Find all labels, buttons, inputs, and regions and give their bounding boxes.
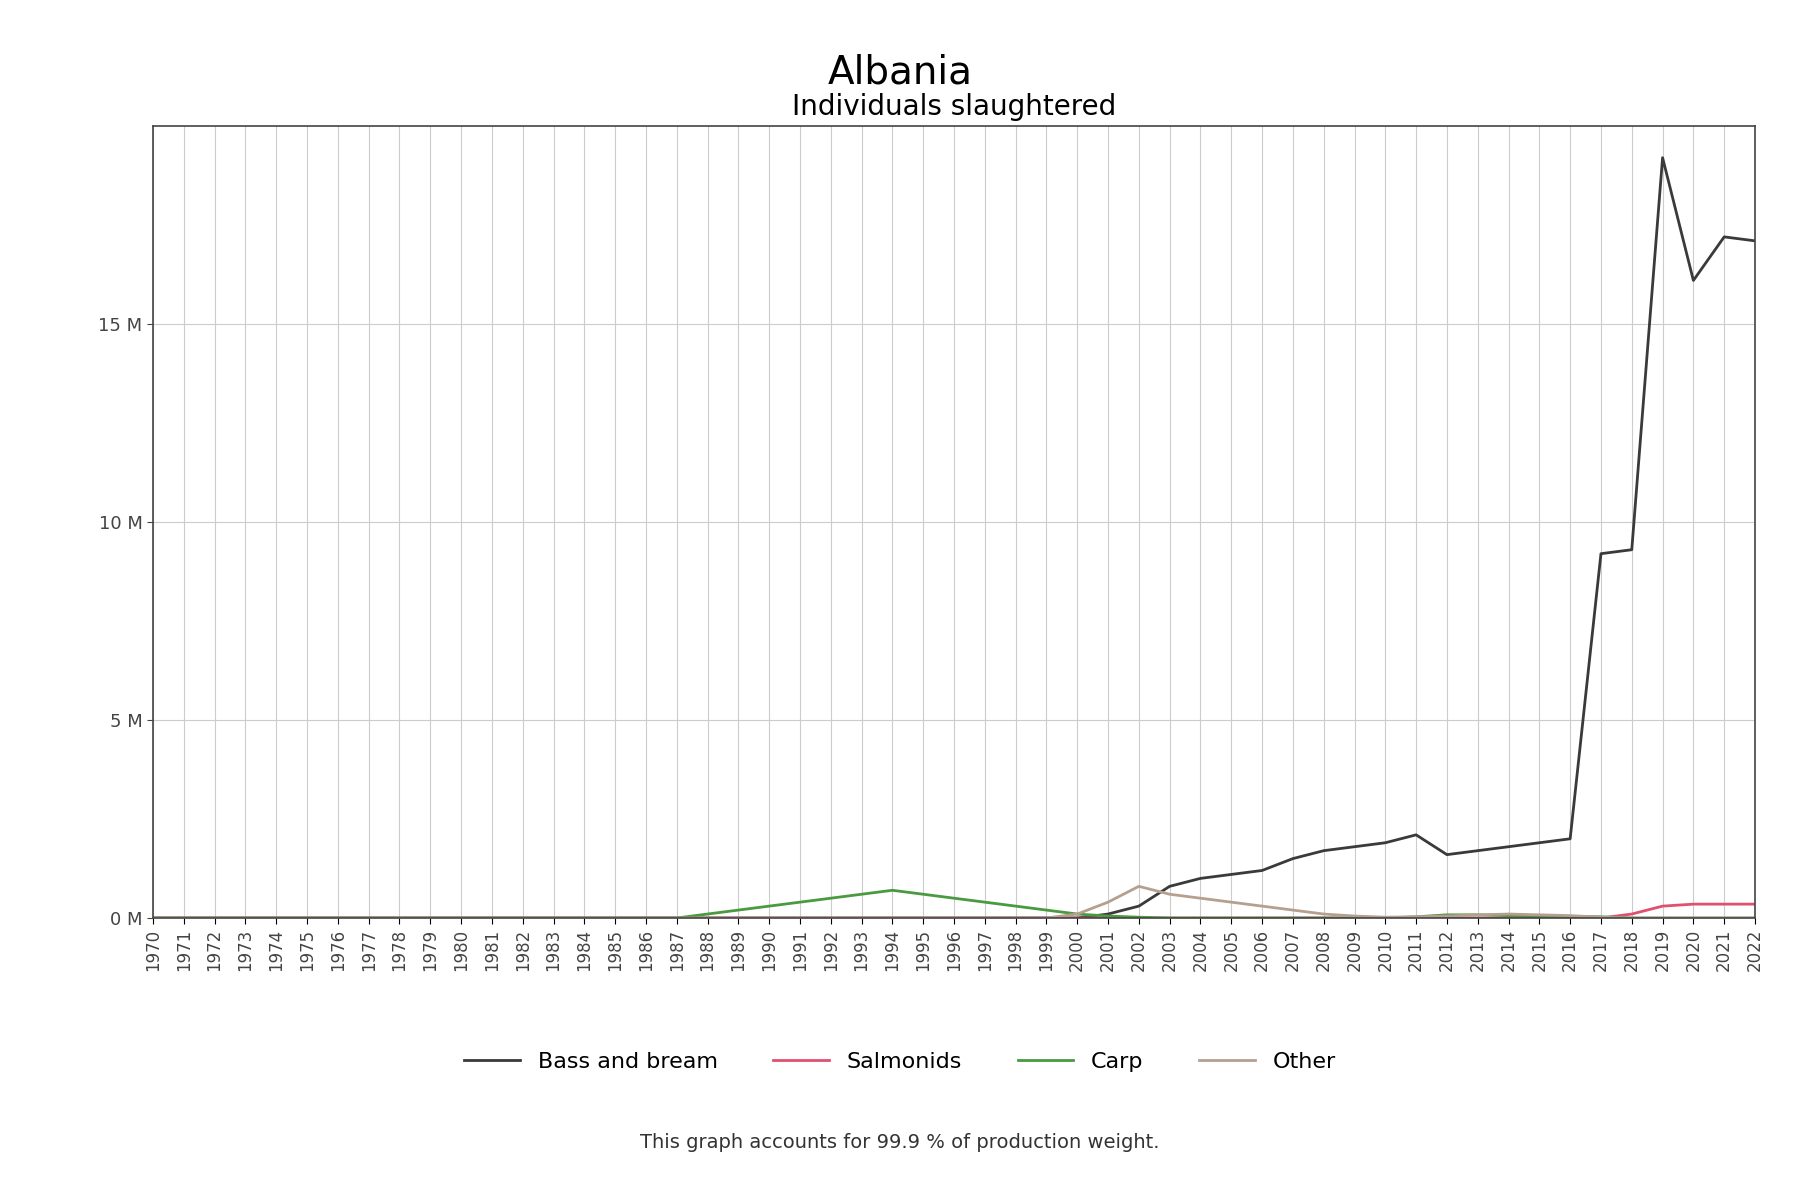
Bass and bream: [574, 911, 596, 925]
Salmonids: [1375, 911, 1397, 925]
Salmonids: [1159, 911, 1181, 925]
Salmonids: [574, 911, 596, 925]
Other: [1406, 910, 1427, 924]
Bass and bream: [1375, 835, 1397, 850]
Carp: [1406, 910, 1427, 924]
Legend: Bass and bream, Salmonids, Carp, Other: Bass and bream, Salmonids, Carp, Other: [455, 1043, 1345, 1081]
Other: [1190, 890, 1211, 905]
Salmonids: [1559, 911, 1580, 925]
Bass and bream: [1066, 911, 1087, 925]
Bass and bream: [1159, 880, 1181, 894]
Other: [1589, 910, 1611, 924]
Other: [1744, 911, 1766, 925]
Carp: [574, 911, 596, 925]
Bass and bream: [1652, 150, 1674, 164]
Other: [1066, 907, 1087, 922]
Carp: [1744, 911, 1766, 925]
Salmonids: [142, 911, 164, 925]
Other: [1098, 895, 1120, 910]
Salmonids: [1098, 911, 1120, 925]
Other: [574, 911, 596, 925]
Title: Individuals slaughtered: Individuals slaughtered: [792, 92, 1116, 121]
Bass and bream: [1098, 907, 1120, 922]
Salmonids: [1066, 911, 1087, 925]
Line: Bass and bream: Bass and bream: [153, 157, 1755, 918]
Other: [142, 911, 164, 925]
Salmonids: [1683, 896, 1705, 911]
Other: [1129, 880, 1150, 894]
Text: This graph accounts for 99.9 % of production weight.: This graph accounts for 99.9 % of produc…: [641, 1133, 1159, 1152]
Carp: [142, 911, 164, 925]
Line: Other: Other: [153, 887, 1755, 918]
Carp: [1589, 910, 1611, 924]
Carp: [1129, 910, 1150, 924]
Carp: [1098, 908, 1120, 923]
Bass and bream: [1744, 234, 1766, 248]
Line: Carp: Carp: [153, 890, 1755, 918]
Line: Salmonids: Salmonids: [153, 904, 1755, 918]
Salmonids: [1744, 896, 1766, 911]
Carp: [882, 883, 904, 898]
Bass and bream: [142, 911, 164, 925]
Carp: [1190, 911, 1211, 925]
Text: Albania: Albania: [828, 54, 972, 92]
Bass and bream: [1559, 832, 1580, 846]
